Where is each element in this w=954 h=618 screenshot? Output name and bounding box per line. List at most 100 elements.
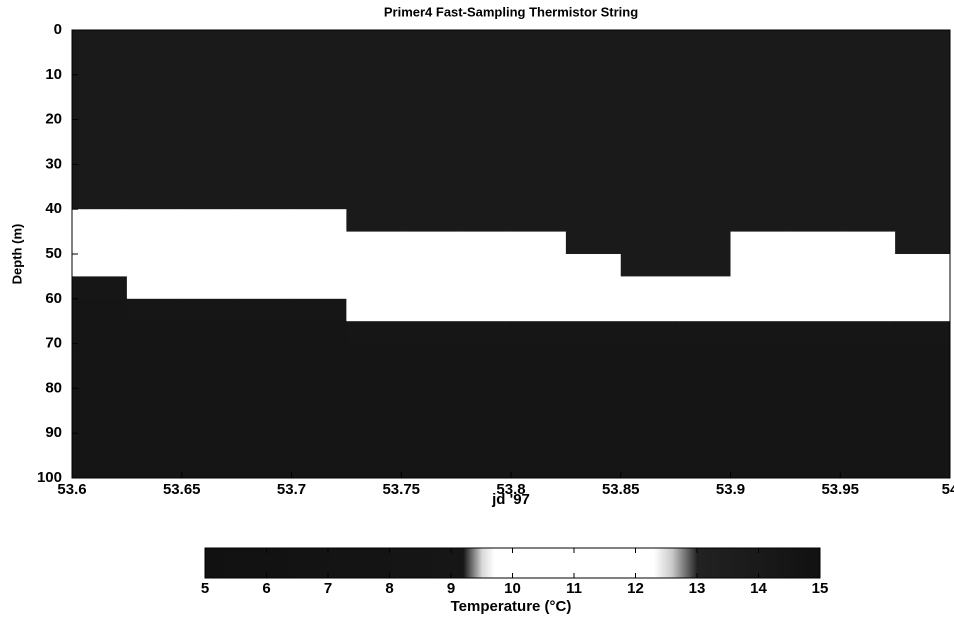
- heatmap-cell: [291, 231, 347, 255]
- heatmap-cell: [236, 52, 292, 76]
- heatmap-cell: [511, 97, 567, 121]
- heatmap-cell: [346, 276, 402, 300]
- y-tick-label: 90: [45, 424, 62, 441]
- heatmap-cell: [620, 74, 677, 98]
- heatmap-cell: [785, 455, 841, 479]
- heatmap-cell: [401, 231, 457, 255]
- x-axis-label: jd '97: [491, 491, 530, 508]
- heatmap-cell: [730, 410, 786, 434]
- heatmap-cell: [620, 410, 677, 434]
- heatmap-cell: [456, 433, 512, 457]
- heatmap-cell: [511, 164, 567, 188]
- heatmap-cell: [620, 52, 677, 76]
- heatmap-cell: [511, 298, 567, 322]
- heatmap-cell: [895, 97, 951, 121]
- heatmap-cell: [181, 119, 238, 143]
- heatmap-cell: [730, 455, 786, 479]
- heatmap-cell: [291, 164, 347, 188]
- x-tick-label: 53.95: [821, 481, 859, 498]
- heatmap-cell: [675, 388, 731, 412]
- heatmap-cell: [291, 209, 347, 233]
- colorbar-tick-label: 14: [750, 580, 767, 597]
- heatmap-cell: [730, 298, 786, 322]
- heatmap-cell: [675, 52, 731, 76]
- heatmap-cell: [291, 388, 347, 412]
- heatmap-cell: [840, 30, 896, 53]
- heatmap-cell: [675, 209, 731, 233]
- heatmap-cell: [291, 410, 347, 434]
- heatmap-cell: [675, 321, 731, 345]
- heatmap-cell: [181, 455, 238, 479]
- heatmap-cell: [72, 97, 128, 121]
- heatmap-cell: [236, 433, 292, 457]
- heatmap-cell: [346, 164, 402, 188]
- heatmap-cell: [620, 433, 677, 457]
- heatmap-cell: [730, 52, 786, 76]
- heatmap-cell: [401, 30, 457, 53]
- heatmap-cell: [401, 97, 457, 121]
- heatmap-cell: [401, 52, 457, 76]
- heatmap-cell: [126, 119, 183, 143]
- heatmap-cell: [401, 276, 457, 300]
- heatmap-cell: [72, 410, 128, 434]
- heatmap-cell: [401, 186, 457, 210]
- heatmap-cell: [565, 164, 622, 188]
- heatmap-cell: [675, 455, 731, 479]
- heatmap-cell: [291, 433, 347, 457]
- x-tick-label: 54: [942, 481, 954, 498]
- heatmap-cell: [72, 231, 128, 255]
- heatmap-cell: [291, 142, 347, 165]
- heatmap-cell: [291, 119, 347, 143]
- heatmap-cell: [126, 97, 183, 121]
- heatmap-cell: [895, 164, 951, 188]
- heatmap-cell: [346, 119, 402, 143]
- heatmap-cell: [126, 410, 183, 434]
- heatmap-cell: [401, 343, 457, 367]
- heatmap-cell: [730, 30, 786, 53]
- heatmap-cell: [401, 298, 457, 322]
- heatmap-cell: [730, 321, 786, 345]
- colorbar-tick-label: 7: [324, 580, 332, 597]
- heatmap-cell: [511, 142, 567, 165]
- heatmap-cell: [840, 343, 896, 367]
- heatmap-cell: [730, 433, 786, 457]
- heatmap-cell: [785, 142, 841, 165]
- heatmap-cell: [730, 388, 786, 412]
- heatmap-cell: [675, 433, 731, 457]
- heatmap-cell: [401, 433, 457, 457]
- heatmap-cell: [72, 74, 128, 98]
- heatmap-cell: [401, 74, 457, 98]
- heatmap-cell: [730, 276, 786, 300]
- heatmap-cell: [565, 30, 622, 53]
- heatmap-cell: [181, 30, 238, 53]
- heatmap-cell: [511, 231, 567, 255]
- heatmap-cell: [72, 298, 128, 322]
- heatmap-cell: [895, 209, 951, 233]
- colorbar-segment: [205, 548, 464, 578]
- heatmap-cell: [401, 119, 457, 143]
- heatmap-cell: [401, 388, 457, 412]
- heatmap-cell: [456, 321, 512, 345]
- heatmap-cell: [401, 455, 457, 479]
- heatmap-cell: [126, 343, 183, 367]
- heatmap-cell: [236, 119, 292, 143]
- heatmap-cell: [291, 298, 347, 322]
- heatmap-cell: [565, 410, 622, 434]
- heatmap-cell: [181, 366, 238, 389]
- heatmap-cell: [785, 164, 841, 188]
- heatmap-cell: [291, 276, 347, 300]
- heatmap-cell: [126, 388, 183, 412]
- heatmap-cell: [895, 298, 951, 322]
- heatmap-cell: [840, 231, 896, 255]
- heatmap-cell: [72, 366, 128, 389]
- heatmap-cell: [456, 366, 512, 389]
- heatmap-cell: [72, 343, 128, 367]
- heatmap-cell: [456, 30, 512, 53]
- heatmap-cell: [511, 276, 567, 300]
- heatmap-cell: [840, 366, 896, 389]
- heatmap-cell: [236, 298, 292, 322]
- heatmap-cell: [840, 298, 896, 322]
- heatmap-cell: [620, 388, 677, 412]
- heatmap-cell: [72, 276, 128, 300]
